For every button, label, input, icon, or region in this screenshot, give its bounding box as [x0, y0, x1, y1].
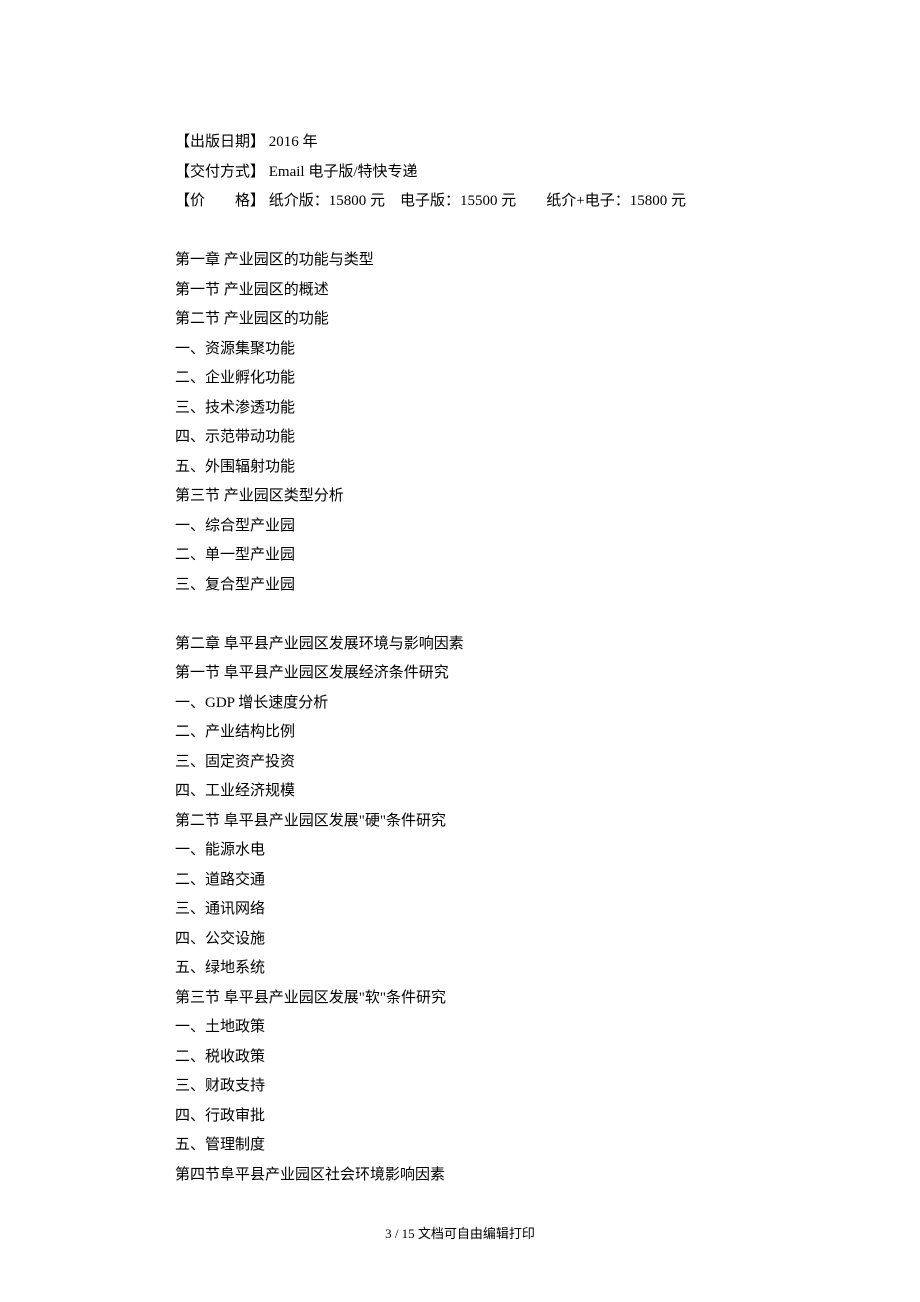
toc-line: 第二节 阜平县产业园区发展"硬"条件研究 — [175, 807, 745, 837]
toc-line: 四、示范带动功能 — [175, 423, 745, 453]
toc-line: 三、技术渗透功能 — [175, 394, 745, 424]
toc-line: 四、公交设施 — [175, 925, 745, 955]
meta-line: 【交付方式】 Email 电子版/特快专递 — [175, 158, 745, 188]
page-footer: 3 / 15 文档可自由编辑打印 — [0, 1223, 920, 1242]
toc-line: 第一节 阜平县产业园区发展经济条件研究 — [175, 659, 745, 689]
toc-line: 第四节阜平县产业园区社会环境影响因素 — [175, 1161, 745, 1191]
toc-line: 一、综合型产业园 — [175, 512, 745, 542]
toc-line: 一、GDP 增长速度分析 — [175, 689, 745, 719]
toc-line: 第二节 产业园区的功能 — [175, 305, 745, 335]
toc-line: 三、固定资产投资 — [175, 748, 745, 778]
toc-line: 一、能源水电 — [175, 836, 745, 866]
toc-line: 三、通讯网络 — [175, 895, 745, 925]
toc-line: 第一章 产业园区的功能与类型 — [175, 246, 745, 276]
meta-line: 【出版日期】 2016 年 — [175, 128, 745, 158]
toc-line: 一、土地政策 — [175, 1013, 745, 1043]
toc-line: 五、外围辐射功能 — [175, 453, 745, 483]
toc-line: 二、单一型产业园 — [175, 541, 745, 571]
toc-line: 三、复合型产业园 — [175, 571, 745, 601]
toc-line: 四、行政审批 — [175, 1102, 745, 1132]
toc-line: 四、工业经济规模 — [175, 777, 745, 807]
document-page: 【出版日期】 2016 年 【交付方式】 Email 电子版/特快专递 【价 格… — [0, 0, 920, 1230]
toc-line: 二、企业孵化功能 — [175, 364, 745, 394]
toc-line: 三、财政支持 — [175, 1072, 745, 1102]
toc-line: 二、道路交通 — [175, 866, 745, 896]
toc-line: 二、税收政策 — [175, 1043, 745, 1073]
toc-line: 第三节 产业园区类型分析 — [175, 482, 745, 512]
toc-line: 第一节 产业园区的概述 — [175, 276, 745, 306]
toc-line: 第二章 阜平县产业园区发展环境与影响因素 — [175, 630, 745, 660]
meta-line: 【价 格】 纸介版：15800 元 电子版：15500 元 纸介+电子：1580… — [175, 187, 745, 217]
toc-line: 二、产业结构比例 — [175, 718, 745, 748]
toc-line: 第三节 阜平县产业园区发展"软"条件研究 — [175, 984, 745, 1014]
blank-line — [175, 217, 745, 247]
toc-section: 第一章 产业园区的功能与类型 第一节 产业园区的概述 第二节 产业园区的功能 一… — [175, 246, 745, 1190]
toc-line: 五、绿地系统 — [175, 954, 745, 984]
toc-line: 五、管理制度 — [175, 1131, 745, 1161]
toc-line: 一、资源集聚功能 — [175, 335, 745, 365]
blank-line — [175, 600, 745, 630]
meta-section: 【出版日期】 2016 年 【交付方式】 Email 电子版/特快专递 【价 格… — [175, 128, 745, 217]
